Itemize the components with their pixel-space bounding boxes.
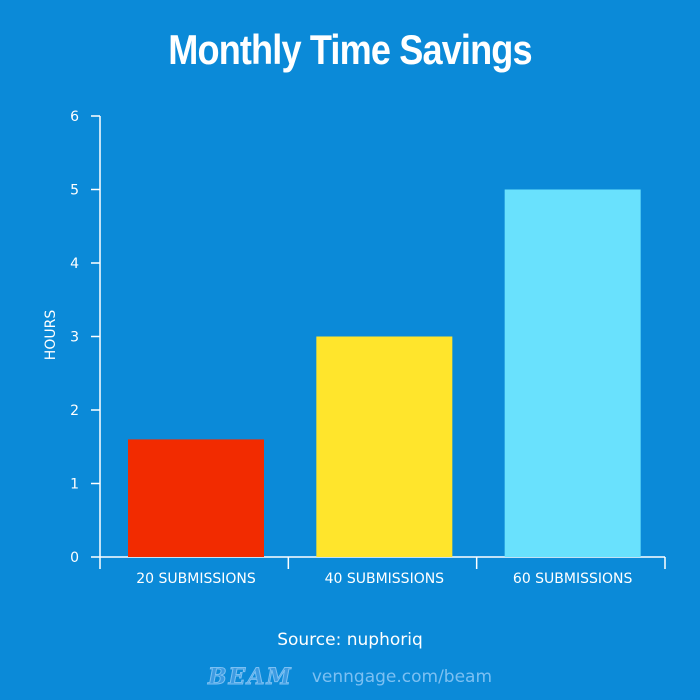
y-axis: 0 1 2 3 4 5 6 [70,109,101,566]
y-tick-label: 3 [70,330,79,346]
y-tick-label: 4 [70,256,79,272]
bar [504,189,641,557]
bar [128,439,264,557]
x-axis: 20 SUBMISSIONS 40 SUBMISSIONS 60 SUBMISSIO… [99,556,666,587]
y-tick-label: 0 [70,550,79,566]
bars [128,189,641,557]
x-tick-label: 20 SUBMISSIONS [136,571,256,587]
bar [316,336,453,557]
source-note: Source: nuphoriq [277,630,423,650]
beam-logo: BEAM [207,664,293,691]
footer: BEAM venngage.com/beam [0,664,700,691]
x-tick-label: 40 SUBMISSIONS [325,571,445,587]
y-tick-label: 5 [70,183,79,199]
footer-url: venngage.com/beam [311,667,493,687]
y-axis-label: HOURS [43,310,59,361]
y-tick-label: 1 [70,477,79,493]
y-tick-label: 2 [70,403,79,419]
x-tick-label: 60 SUBMISSIONS [513,571,633,587]
chart-title: Monthly Time Savings [168,26,532,73]
y-tick-label: 6 [70,109,79,125]
